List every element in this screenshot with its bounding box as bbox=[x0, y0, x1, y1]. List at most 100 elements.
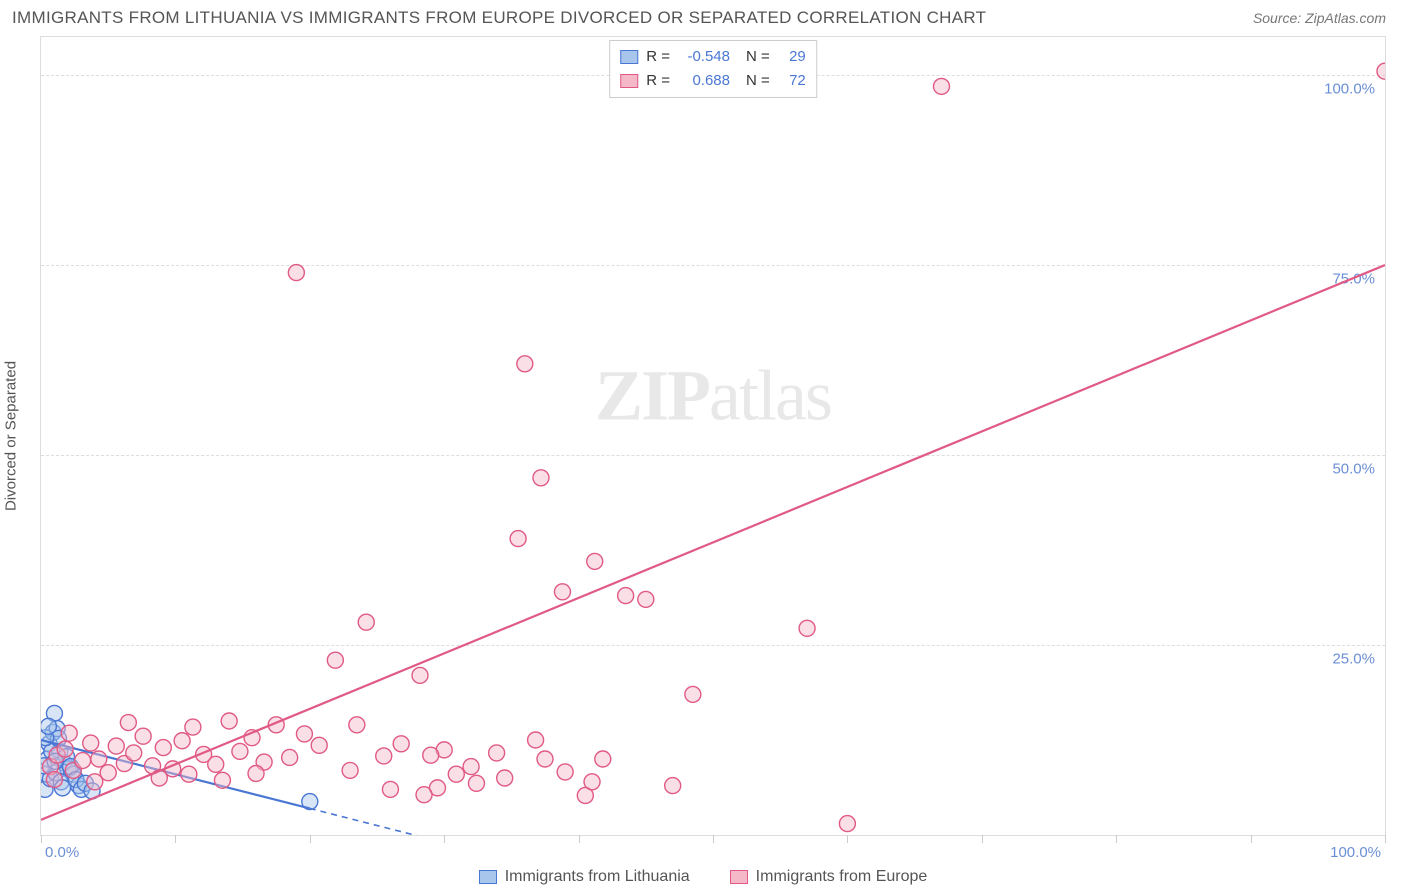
x-tick bbox=[41, 835, 42, 843]
data-point bbox=[839, 816, 855, 832]
data-point bbox=[517, 356, 533, 372]
data-point bbox=[288, 265, 304, 281]
stat-n-label: N = bbox=[746, 69, 770, 93]
data-point bbox=[311, 737, 327, 753]
trendline-extrapolation bbox=[310, 808, 552, 835]
stat-n-label: N = bbox=[746, 45, 770, 69]
data-point bbox=[587, 553, 603, 569]
data-point bbox=[463, 759, 479, 775]
data-point bbox=[185, 719, 201, 735]
data-point bbox=[174, 733, 190, 749]
data-point bbox=[412, 667, 428, 683]
x-tick-label: 0.0% bbox=[45, 844, 79, 861]
data-point bbox=[208, 756, 224, 772]
data-point bbox=[214, 772, 230, 788]
chart-header: IMMIGRANTS FROM LITHUANIA VS IMMIGRANTS … bbox=[0, 0, 1406, 32]
data-point bbox=[537, 751, 553, 767]
data-point bbox=[155, 740, 171, 756]
x-tick bbox=[1116, 835, 1117, 843]
trendline bbox=[41, 265, 1385, 820]
data-point bbox=[685, 686, 701, 702]
x-tick bbox=[982, 835, 983, 843]
series-swatch bbox=[620, 74, 638, 88]
data-point bbox=[376, 748, 392, 764]
series-swatch bbox=[620, 50, 638, 64]
data-point bbox=[595, 751, 611, 767]
x-tick bbox=[444, 835, 445, 843]
plot-area: ZIPatlas R =-0.548N =29R =0.688N =72 25.… bbox=[41, 37, 1385, 835]
data-point bbox=[87, 774, 103, 790]
data-point bbox=[248, 765, 264, 781]
data-point bbox=[181, 766, 197, 782]
data-point bbox=[108, 738, 124, 754]
data-point bbox=[528, 732, 544, 748]
legend-label: Immigrants from Lithuania bbox=[505, 868, 690, 886]
data-point bbox=[638, 591, 654, 607]
data-point bbox=[799, 620, 815, 636]
y-axis-label: Divorced or Separated bbox=[3, 361, 20, 511]
data-point bbox=[382, 781, 398, 797]
x-tick bbox=[713, 835, 714, 843]
series-legend: Immigrants from Lithuania Immigrants from… bbox=[0, 868, 1406, 886]
data-point bbox=[510, 531, 526, 547]
data-point bbox=[61, 725, 77, 741]
source-attribution: Source: ZipAtlas.com bbox=[1253, 10, 1386, 26]
stat-r-value: 0.688 bbox=[678, 69, 730, 93]
data-point bbox=[423, 747, 439, 763]
stat-r-value: -0.548 bbox=[678, 45, 730, 69]
legend-label: Immigrants from Europe bbox=[756, 868, 928, 886]
data-point bbox=[83, 735, 99, 751]
data-point bbox=[393, 736, 409, 752]
data-point bbox=[448, 766, 464, 782]
data-point bbox=[489, 745, 505, 761]
chart-container: Divorced or Separated ZIPatlas R =-0.548… bbox=[40, 36, 1386, 836]
x-tick bbox=[1385, 835, 1386, 843]
data-point bbox=[349, 717, 365, 733]
legend-swatch bbox=[479, 870, 497, 884]
stat-n-value: 29 bbox=[778, 45, 806, 69]
data-point bbox=[665, 778, 681, 794]
stats-row: R = 0.688 N = 72 bbox=[620, 69, 806, 93]
data-point bbox=[41, 718, 56, 734]
data-point bbox=[75, 753, 91, 769]
legend-item: Immigrants from Europe bbox=[730, 868, 928, 886]
scatter-plot-svg bbox=[41, 37, 1385, 835]
data-point bbox=[120, 715, 136, 731]
stats-row: R = -0.548 N = 29 bbox=[620, 45, 806, 69]
stat-n-value: 72 bbox=[778, 69, 806, 93]
data-point bbox=[342, 762, 358, 778]
data-point bbox=[557, 764, 573, 780]
data-point bbox=[57, 741, 73, 757]
x-tick bbox=[847, 835, 848, 843]
data-point bbox=[232, 743, 248, 759]
data-point bbox=[497, 770, 513, 786]
data-point bbox=[358, 614, 374, 630]
x-tick bbox=[310, 835, 311, 843]
data-point bbox=[416, 787, 432, 803]
data-point bbox=[1377, 63, 1385, 79]
stat-r-label: R = bbox=[646, 45, 670, 69]
data-point bbox=[46, 772, 62, 788]
x-tick bbox=[579, 835, 580, 843]
data-point bbox=[468, 775, 484, 791]
data-point bbox=[584, 774, 600, 790]
data-point bbox=[221, 713, 237, 729]
data-point bbox=[933, 78, 949, 94]
data-point bbox=[135, 728, 151, 744]
legend-item: Immigrants from Lithuania bbox=[479, 868, 690, 886]
x-tick bbox=[1251, 835, 1252, 843]
data-point bbox=[296, 726, 312, 742]
data-point bbox=[554, 584, 570, 600]
stat-r-label: R = bbox=[646, 69, 670, 93]
data-point bbox=[282, 749, 298, 765]
data-point bbox=[618, 588, 634, 604]
data-point bbox=[91, 751, 107, 767]
x-tick bbox=[175, 835, 176, 843]
chart-title: IMMIGRANTS FROM LITHUANIA VS IMMIGRANTS … bbox=[12, 8, 986, 28]
data-point bbox=[126, 745, 142, 761]
legend-swatch bbox=[730, 870, 748, 884]
correlation-stats-box: R = -0.548 N = 29 R = 0.688 N = 72 bbox=[609, 40, 817, 98]
x-tick-label: 100.0% bbox=[1330, 844, 1381, 861]
data-point bbox=[533, 470, 549, 486]
data-point bbox=[327, 652, 343, 668]
